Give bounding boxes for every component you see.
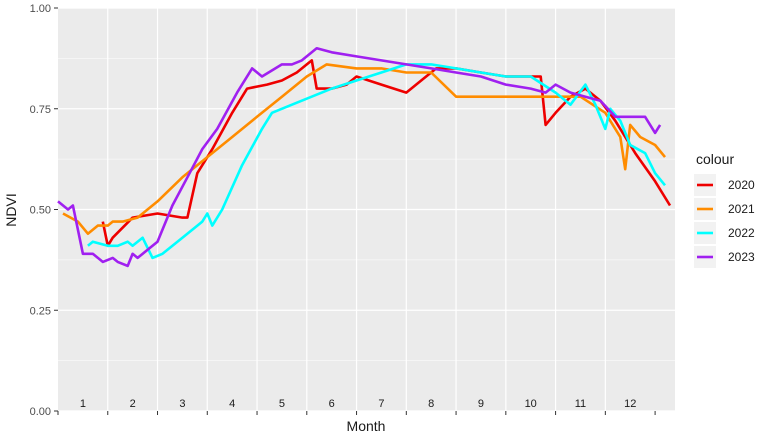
- month-label: 11: [575, 398, 586, 410]
- series-line-2021: [62, 63, 667, 235]
- month-label: 8: [428, 398, 434, 410]
- legend-label-2023: 2023: [728, 250, 755, 264]
- series-line-2023: [57, 47, 662, 268]
- legend-label-2020: 2020: [728, 178, 755, 192]
- month-label: 4: [229, 398, 235, 410]
- month-label: 6: [329, 398, 335, 410]
- month-label: 3: [179, 398, 185, 410]
- month-label: 1: [80, 398, 86, 410]
- y-tick-label: 0.50: [30, 205, 51, 217]
- month-label: 2: [130, 398, 136, 410]
- grid-lines: [58, 7, 675, 412]
- month-label: 10: [525, 398, 537, 410]
- y-axis: 0.00 0.25 0.50 0.75 1.00: [30, 3, 58, 418]
- x-axis-title: Month: [347, 418, 386, 434]
- series-line-2020: [101, 59, 672, 248]
- legend: colour 2020 2021 2022 2023: [694, 151, 755, 268]
- y-tick-label: 0.75: [30, 104, 51, 116]
- y-tick-label: 0.25: [30, 305, 51, 317]
- month-label: 9: [478, 398, 484, 410]
- legend-title: colour: [696, 151, 734, 167]
- y-tick-label: 1.00: [30, 3, 51, 15]
- legend-label-2022: 2022: [728, 226, 755, 240]
- y-axis-title: NDVI: [3, 193, 19, 226]
- month-label: 7: [378, 398, 384, 410]
- y-tick-label: 0.00: [30, 406, 51, 418]
- series-lines: [57, 47, 672, 268]
- month-label: 12: [624, 398, 636, 410]
- legend-label-2021: 2021: [728, 202, 755, 216]
- series-line-2022: [87, 63, 667, 260]
- month-label: 5: [279, 398, 285, 410]
- x-axis: 1 2 3 4 5 6 7 8 9 10 11 12: [57, 398, 656, 415]
